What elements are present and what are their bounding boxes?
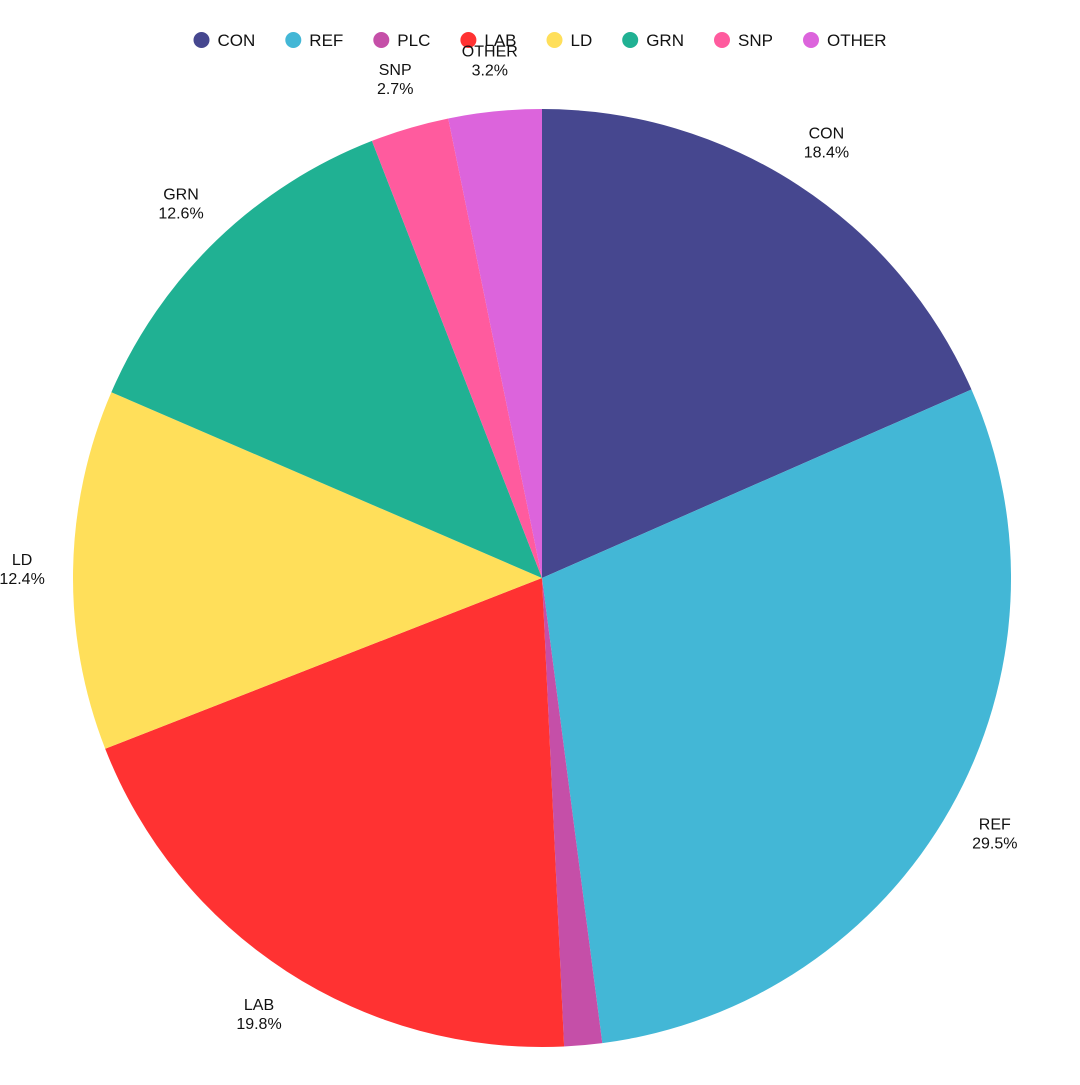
slice-label-ref: REF 29.5% <box>972 817 1017 853</box>
legend: CON REF PLC LAB LD GRN SNP OTHER <box>193 31 887 50</box>
slice-label-percent: 12.4% <box>0 571 45 588</box>
legend-label: LD <box>571 31 593 50</box>
pie-slice-snp <box>371 118 542 578</box>
pie-slice-ref <box>542 389 1012 1044</box>
legend-label: SNP <box>738 31 773 50</box>
legend-item-grn[interactable]: GRN <box>622 31 684 50</box>
legend-marker <box>546 32 563 48</box>
legend-item-lab[interactable]: LAB <box>460 31 517 50</box>
slice-label-lab: LAB 19.8% <box>236 997 281 1033</box>
slice-label-name: GRN <box>163 187 199 204</box>
legend-item-snp[interactable]: SNP <box>714 31 773 50</box>
pie-slice-grn <box>111 140 543 579</box>
legend-label: REF <box>309 31 343 50</box>
pie-slices <box>73 109 1012 1048</box>
slice-label-grn: GRN 12.6% <box>158 187 203 223</box>
slice-label-name: CON <box>809 126 845 143</box>
slice-label-ld: LD 12.4% <box>0 552 45 588</box>
slice-label-percent: 19.8% <box>236 1016 281 1033</box>
legend-item-ref[interactable]: REF <box>285 31 343 50</box>
slice-label-snp: SNP 2.7% <box>377 62 413 98</box>
legend-marker <box>460 32 477 48</box>
slice-label-percent: 29.5% <box>972 836 1017 853</box>
slice-label-percent: 3.2% <box>472 63 508 80</box>
legend-label: LAB <box>484 31 516 50</box>
legend-label: OTHER <box>827 31 887 50</box>
slice-label-percent: 2.7% <box>377 81 413 98</box>
pie-slice-plc <box>542 578 603 1047</box>
pie-slice-con <box>542 109 972 578</box>
legend-item-con[interactable]: CON <box>193 31 256 50</box>
legend-item-ld[interactable]: LD <box>546 31 593 50</box>
legend-item-plc[interactable]: PLC <box>373 31 430 50</box>
slice-label-other: OTHER 3.2% <box>462 44 518 80</box>
slice-label-name: REF <box>979 817 1011 834</box>
slice-label-percent: 18.4% <box>804 145 849 162</box>
legend-marker <box>714 32 730 48</box>
pie-slice-lab <box>105 578 565 1048</box>
legend-label: CON <box>218 31 256 50</box>
legend-label: PLC <box>397 31 430 50</box>
slice-label-name: OTHER <box>462 44 518 61</box>
legend-marker <box>285 32 302 48</box>
legend-item-other[interactable]: OTHER <box>803 31 887 50</box>
legend-marker <box>803 32 819 48</box>
legend-marker <box>622 32 639 48</box>
slice-label-percent: 12.6% <box>158 206 203 223</box>
slice-labels: CON18.4%REF29.5%PLC1.3%LAB19.8%LD12.4%GR… <box>0 44 1017 1085</box>
pie-slice-other <box>448 109 542 578</box>
slice-label-con: CON 18.4% <box>804 126 849 162</box>
legend-marker <box>193 32 210 48</box>
slice-label-name: SNP <box>379 62 412 79</box>
slice-label-name: LAB <box>244 997 274 1014</box>
slice-label-name: LD <box>12 552 32 569</box>
pie-slice-ld <box>73 392 542 749</box>
legend-marker <box>373 32 390 48</box>
legend-label: GRN <box>646 31 684 50</box>
